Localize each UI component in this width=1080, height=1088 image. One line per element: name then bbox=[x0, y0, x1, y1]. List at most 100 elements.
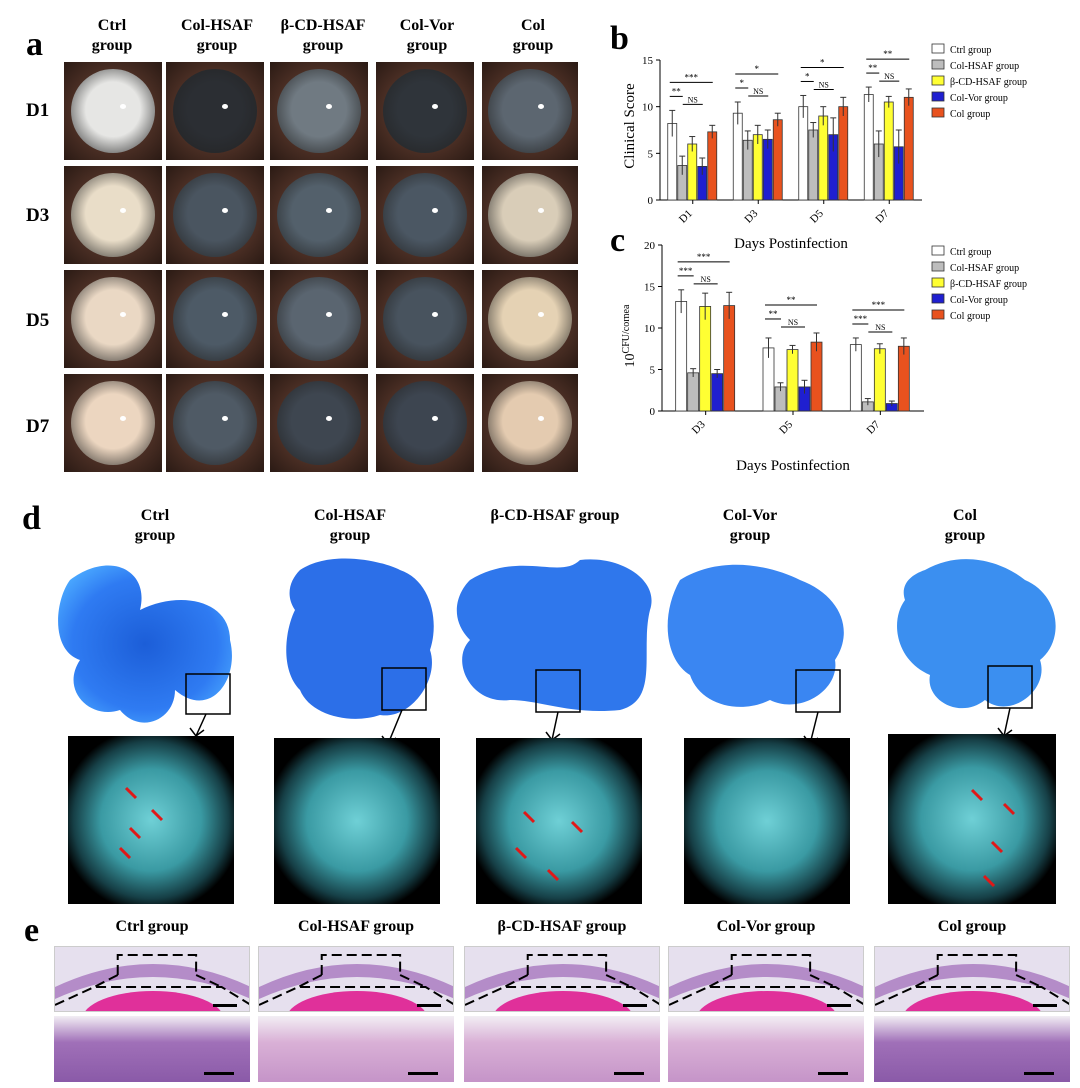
panel-a-row-label: D3 bbox=[26, 205, 50, 226]
eye-photo bbox=[374, 268, 476, 370]
panel-d-col-header: Col-HSAF group bbox=[314, 507, 386, 544]
light-reflection bbox=[326, 312, 332, 317]
panel-a-col-header: Col-Vor group bbox=[399, 17, 455, 54]
flatmount-col-vor bbox=[667, 564, 844, 713]
legend-swatch bbox=[931, 43, 945, 54]
panel-a-col-header: β-CD-HSAF group bbox=[280, 17, 366, 54]
x-tick-label: D3 bbox=[742, 207, 760, 225]
significance-label: NS bbox=[819, 80, 829, 89]
scale-bar bbox=[614, 1072, 644, 1075]
bar bbox=[897, 345, 910, 412]
y-tick-label: 15 bbox=[642, 55, 654, 67]
cornea bbox=[383, 277, 467, 361]
panel-e-col-header: Ctrl group bbox=[115, 918, 189, 935]
eye-photo bbox=[62, 372, 164, 474]
legend-label: Col-Vor group bbox=[950, 295, 1008, 306]
light-reflection bbox=[222, 104, 228, 109]
panel-a-row-label: D7 bbox=[26, 416, 50, 437]
x-axis-label: Days Postinfection bbox=[736, 458, 850, 474]
cornea bbox=[383, 69, 467, 153]
cornea bbox=[173, 173, 257, 257]
light-reflection bbox=[120, 312, 126, 317]
light-reflection bbox=[222, 208, 228, 213]
bar bbox=[711, 373, 724, 412]
y-tick-label: 15 bbox=[644, 282, 656, 294]
he-high-mag-image bbox=[258, 1016, 454, 1082]
panel-e-col-header: β-CD-HSAF group bbox=[497, 918, 627, 935]
x-tick-label: D7 bbox=[873, 207, 891, 225]
bar bbox=[732, 112, 743, 201]
eye-photo bbox=[164, 60, 266, 162]
eye-photo bbox=[62, 60, 164, 162]
light-reflection bbox=[432, 312, 438, 317]
eye-photo bbox=[62, 164, 164, 266]
significance-label: NS bbox=[701, 275, 711, 284]
significance-label: * bbox=[755, 64, 760, 74]
light-reflection bbox=[120, 416, 126, 421]
scale-bar bbox=[204, 1072, 234, 1075]
panel-a-col-header: Col group bbox=[512, 17, 554, 54]
cornea bbox=[277, 69, 361, 153]
bar bbox=[687, 143, 698, 201]
y-axis-label: 10CFU/cornea bbox=[621, 304, 639, 367]
panel-a-letter: a bbox=[26, 26, 43, 63]
significance-label: NS bbox=[788, 318, 798, 327]
panel-e-col-header: Col-Vor group bbox=[716, 918, 816, 935]
cornea bbox=[488, 381, 572, 465]
significance-label: NS bbox=[884, 72, 894, 81]
eye-photo bbox=[164, 372, 266, 474]
cornea bbox=[488, 69, 572, 153]
significance-label: *** bbox=[697, 252, 711, 262]
panel-d-col-header: Ctrl group bbox=[134, 507, 176, 544]
significance-label: *** bbox=[685, 72, 699, 82]
lens bbox=[905, 991, 1041, 1011]
panel-a-col-header: Ctrl group bbox=[91, 17, 133, 54]
panel-e-letter: e bbox=[24, 912, 40, 949]
light-reflection bbox=[538, 208, 544, 213]
he-section-drawing bbox=[875, 954, 1069, 1011]
panel-d-col-header: Col group bbox=[944, 507, 986, 544]
cornea-tissue bbox=[875, 964, 1069, 999]
legend-label: Col-HSAF group bbox=[950, 263, 1019, 274]
he-high-mag-image bbox=[54, 1016, 250, 1082]
significance-label: ** bbox=[787, 295, 797, 305]
panel-e-col-header: Col-HSAF group bbox=[297, 918, 414, 935]
significance-label: *** bbox=[872, 300, 886, 310]
he-low-mag-image bbox=[258, 946, 454, 1012]
legend-label: Col group bbox=[950, 311, 990, 322]
legend-label: β-CD-HSAF group bbox=[950, 77, 1027, 88]
bar bbox=[810, 341, 823, 412]
significance-label: NS bbox=[688, 95, 698, 104]
light-reflection bbox=[538, 416, 544, 421]
legend-swatch bbox=[931, 245, 945, 256]
flatmount-col bbox=[897, 559, 1056, 709]
micrograph-ctrl bbox=[68, 736, 234, 904]
significance-label: * bbox=[805, 71, 810, 81]
eye-photo bbox=[374, 60, 476, 162]
bar bbox=[699, 306, 712, 412]
x-tick-label: D3 bbox=[690, 418, 708, 436]
significance-label: NS bbox=[753, 87, 763, 96]
he-low-mag-image bbox=[874, 946, 1070, 1012]
panel-a-row-label: D5 bbox=[26, 310, 50, 331]
panel-c-letter: c bbox=[610, 222, 626, 259]
legend-swatch bbox=[931, 59, 945, 70]
legend-label: Col-Vor group bbox=[950, 93, 1008, 104]
light-reflection bbox=[326, 416, 332, 421]
he-low-mag-image bbox=[668, 946, 864, 1012]
bar bbox=[838, 106, 849, 201]
x-axis-label: Days Postinfection bbox=[734, 236, 848, 252]
eye-photo bbox=[164, 164, 266, 266]
he-section-drawing bbox=[55, 954, 249, 1011]
panel-a-row-label: D1 bbox=[26, 100, 50, 121]
he-low-mag-image bbox=[464, 946, 660, 1012]
he-low-mag-image bbox=[54, 946, 250, 1012]
bar bbox=[903, 96, 914, 201]
light-reflection bbox=[326, 104, 332, 109]
cornea bbox=[71, 173, 155, 257]
panel-b-clinical-score-chart: 051015D1*****NSD3**NSD5**NSD7****NSDays … bbox=[622, 43, 1027, 252]
panel-a-col-header: Col-HSAF group bbox=[181, 17, 253, 54]
x-tick-label: D5 bbox=[777, 418, 795, 436]
cornea-tissue bbox=[669, 964, 863, 999]
light-reflection bbox=[432, 208, 438, 213]
